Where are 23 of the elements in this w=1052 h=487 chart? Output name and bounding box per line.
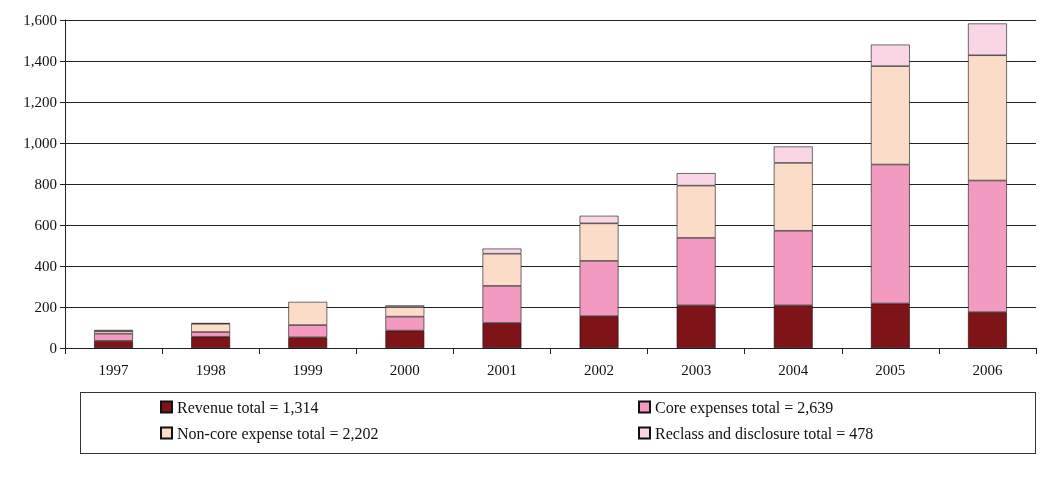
y-tick-label: 600 [34,217,57,233]
y-tick-label: 1,000 [23,135,57,151]
y-tick-label: 1,200 [23,94,57,110]
legend-label: Core expenses total = 2,639 [655,398,834,417]
y-tick-label: 800 [34,176,57,192]
y-tick-label: 1,600 [23,12,57,28]
y-tick-label: 0 [49,340,57,356]
x-tick-label: 1998 [195,361,226,378]
y-tick-label: 200 [34,299,57,315]
x-tick-label: 2000 [389,361,420,378]
x-tick-label: 2003 [681,361,712,378]
legend-label: Non-core expense total = 2,202 [177,424,379,443]
y-tick-label: 400 [34,258,57,274]
x-tick-label: 1999 [292,361,323,378]
legend-label: Revenue total = 1,314 [177,398,319,416]
legend-label: Reclass and disclosure total = 478 [655,424,874,442]
x-tick-label: 2006 [972,361,1003,378]
x-tick-label: 2004 [778,361,809,378]
y-tick-label: 1,400 [23,53,57,69]
x-tick-label: 1997 [98,361,130,378]
x-tick-label: 2002 [584,361,615,378]
x-tick-label: 2001 [486,361,517,378]
x-tick-label: 2005 [875,361,906,378]
